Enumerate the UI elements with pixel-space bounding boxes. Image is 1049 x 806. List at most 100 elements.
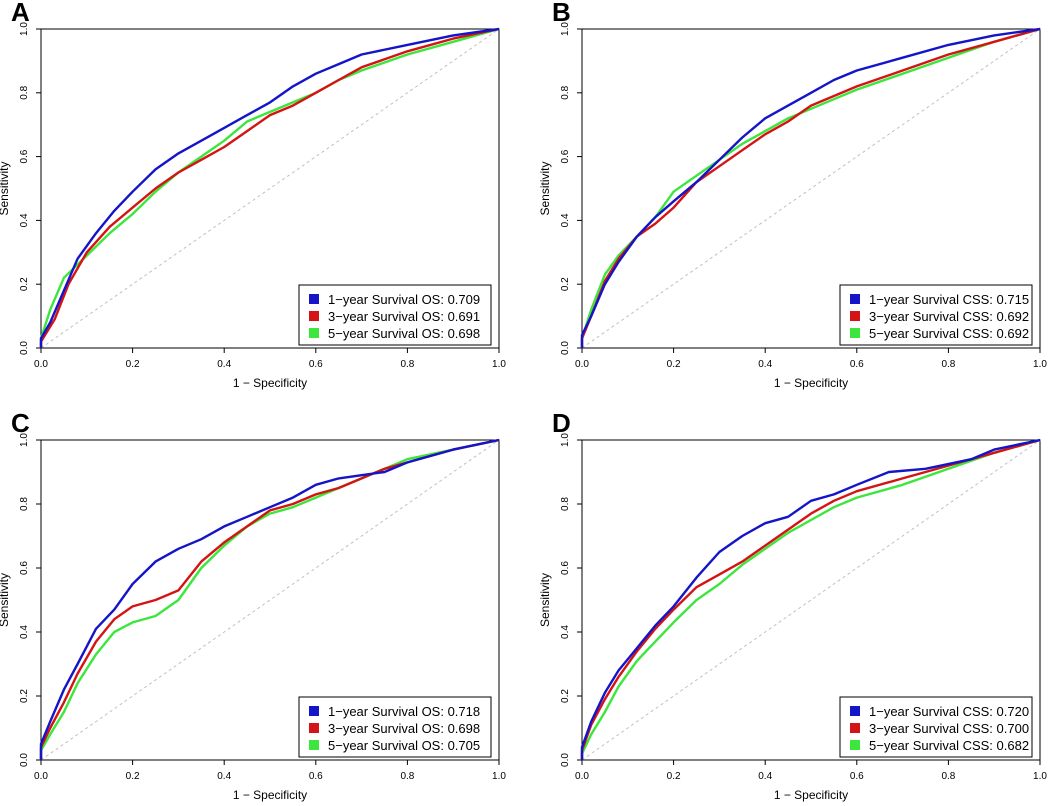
y-tick-label: 1.0	[560, 22, 571, 36]
roc-curve-blue	[39, 438, 500, 760]
legend-entry: 3−year Survival CSS: 0.692	[869, 309, 1029, 324]
x-tick-label: 0.6	[309, 771, 323, 782]
legend-swatch-red	[850, 723, 860, 733]
legend-swatch-green	[850, 740, 860, 750]
y-tick-label: 0.8	[560, 85, 571, 99]
x-tick-label: 0.0	[34, 771, 48, 782]
y-tick-label: 0.2	[19, 277, 30, 291]
panel-letter: A	[11, 0, 30, 27]
panel-letter: B	[552, 0, 571, 27]
x-axis-title: 1 − Specificity	[233, 788, 307, 802]
legend-entry: 5−year Survival OS: 0.705	[328, 738, 480, 753]
legend-entry: 1−year Survival CSS: 0.720	[869, 704, 1029, 719]
y-tick-label: 1.0	[19, 433, 30, 447]
legend-entry: 3−year Survival CSS: 0.700	[869, 721, 1029, 736]
y-tick-label: 0.8	[19, 497, 30, 511]
panel-letter: D	[552, 408, 571, 438]
y-tick-label: 0.0	[560, 341, 571, 355]
x-tick-label: 0.2	[126, 771, 140, 782]
x-axis-title: 1 − Specificity	[233, 376, 307, 390]
y-axis-title: Sensitivity	[0, 573, 11, 627]
x-tick-label: 0.8	[941, 359, 955, 370]
y-tick-label: 0.0	[19, 753, 30, 767]
legend-swatch-red	[309, 723, 319, 733]
y-axis-title: Sensitivity	[538, 573, 552, 627]
roc-curve-green	[580, 27, 1041, 348]
x-tick-label: 0.2	[126, 359, 140, 370]
y-tick-label: 0.6	[560, 149, 571, 163]
legend-entry: 5−year Survival CSS: 0.682	[869, 738, 1029, 753]
roc-curve-blue	[580, 438, 1041, 760]
plot-frame	[581, 439, 1041, 761]
legend-swatch-red	[850, 311, 860, 321]
x-tick-label: 0.6	[850, 359, 864, 370]
y-tick-label: 0.6	[19, 149, 30, 163]
roc-curve-red	[39, 27, 500, 348]
plot-frame	[40, 439, 500, 761]
roc-panel-b: B 0.0 0.2 0.4 0.6 0.8 1.0 0.0 0.2 0.4 0.6 0.8 1.0 1 −…	[538, 0, 1047, 390]
x-tick-label: 0.4	[217, 771, 231, 782]
x-axis-title: 1 − Specificity	[774, 376, 848, 390]
roc-panel-a: A 0.0 0.2 0.4 0.6 0.8 1.0 0.0 0.2 0.4 0.6 0.8 1.0 1 −…	[0, 0, 506, 390]
y-tick-label: 1.0	[560, 433, 571, 447]
y-tick-label: 0.2	[19, 689, 30, 703]
legend-entry: 5−year Survival CSS: 0.692	[869, 326, 1029, 341]
roc-curve-blue	[39, 27, 500, 348]
legend-swatch-blue	[850, 706, 860, 716]
y-tick-label: 0.0	[560, 753, 571, 767]
panel-letter: C	[11, 408, 30, 438]
x-tick-label: 1.0	[1033, 771, 1047, 782]
roc-curve-green	[580, 438, 1041, 760]
x-tick-label: 0.8	[941, 771, 955, 782]
legend: 1−year Survival CSS: 0.720 3−year Surviva…	[839, 696, 1033, 758]
y-tick-label: 0.4	[560, 625, 571, 639]
y-axis-title: Sensitivity	[538, 161, 552, 215]
x-tick-label: 1.0	[492, 359, 506, 370]
x-axis-title: 1 − Specificity	[774, 788, 848, 802]
roc-panel-d: D 0.0 0.2 0.4 0.6 0.8 1.0 0.0 0.2 0.4 0.6 0.8 1.0 1 −…	[538, 408, 1047, 802]
legend-swatch-green	[309, 740, 319, 750]
x-tick-label: 1.0	[492, 771, 506, 782]
legend-entry: 1−year Survival CSS: 0.715	[869, 292, 1029, 307]
legend-swatch-blue	[309, 706, 319, 716]
y-tick-label: 0.6	[19, 561, 30, 575]
y-tick-label: 0.4	[19, 213, 30, 227]
x-tick-label: 0.4	[217, 359, 231, 370]
legend-box	[839, 696, 1033, 758]
roc-panel-c: C 0.0 0.2 0.4 0.6 0.8 1.0 0.0 0.2 0.4 0.6 0.8 1.0 1 −…	[0, 408, 506, 802]
legend: 1−year Survival CSS: 0.715 3−year Surviva…	[839, 284, 1033, 346]
legend-entry: 3−year Survival OS: 0.691	[328, 309, 480, 324]
legend-box	[298, 696, 492, 758]
y-tick-label: 0.2	[560, 277, 571, 291]
legend-swatch-green	[309, 328, 319, 338]
x-tick-label: 0.0	[575, 771, 589, 782]
roc-curve-red	[580, 438, 1041, 760]
y-tick-label: 1.0	[19, 22, 30, 36]
legend-entry: 1−year Survival OS: 0.709	[328, 292, 480, 307]
plot-frame	[40, 28, 500, 349]
x-tick-label: 0.0	[34, 359, 48, 370]
y-tick-label: 0.8	[560, 497, 571, 511]
y-tick-label: 0.4	[560, 213, 571, 227]
legend-swatch-blue	[850, 294, 860, 304]
roc-curve-blue	[580, 27, 1041, 348]
y-tick-label: 0.6	[560, 561, 571, 575]
legend-swatch-red	[309, 311, 319, 321]
legend-entry: 1−year Survival OS: 0.718	[328, 704, 480, 719]
legend: 1−year Survival OS: 0.718 3−year Survival…	[298, 696, 492, 758]
x-tick-label: 0.4	[758, 771, 772, 782]
x-tick-label: 0.2	[667, 359, 681, 370]
roc-curve-red	[580, 27, 1041, 348]
y-tick-label: 0.4	[19, 625, 30, 639]
y-tick-label: 0.8	[19, 85, 30, 99]
plot-frame	[581, 28, 1041, 349]
y-axis-title: Sensitivity	[0, 161, 11, 215]
x-tick-label: 0.8	[400, 771, 414, 782]
roc-curve-green	[39, 27, 500, 348]
x-tick-label: 1.0	[1033, 359, 1047, 370]
legend-box	[298, 284, 492, 346]
x-tick-label: 0.2	[667, 771, 681, 782]
legend-entry: 3−year Survival OS: 0.698	[328, 721, 480, 736]
legend-entry: 5−year Survival OS: 0.698	[328, 326, 480, 341]
